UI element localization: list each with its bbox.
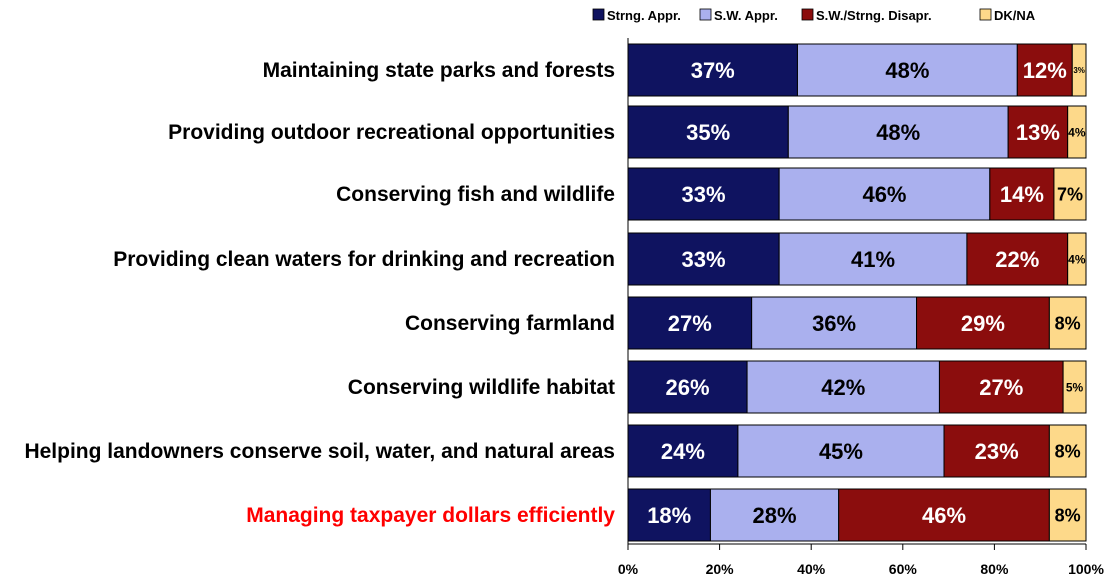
data-label-7-3: 8% (1055, 505, 1081, 525)
data-label-2-0: 33% (682, 182, 726, 207)
data-label-4-3: 8% (1055, 313, 1081, 333)
bar-1-1 (787, 105, 1009, 159)
data-label-5-3: 5% (1066, 380, 1084, 394)
bar-2-3 (1053, 167, 1087, 221)
data-label-1-0: 35% (686, 120, 730, 145)
category-label-0: Maintaining state parks and forests (263, 59, 615, 82)
category-label-1: Providing outdoor recreational opportuni… (168, 121, 615, 144)
bar-0-3 (1071, 43, 1087, 97)
data-label-4-1: 36% (812, 311, 856, 336)
data-label-7-2: 46% (922, 503, 966, 528)
bar-7-3 (1048, 488, 1087, 542)
category-label-2: Conserving fish and wildlife (336, 183, 615, 206)
x-tick-label-2: 40% (797, 561, 826, 577)
data-label-4-0: 27% (668, 311, 712, 336)
bar-0-2 (1016, 43, 1073, 97)
bar-5-0 (627, 360, 748, 414)
bar-0-1 (796, 43, 1018, 97)
data-label-1-1: 48% (876, 120, 920, 145)
bar-3-0 (627, 232, 780, 286)
data-label-5-1: 42% (821, 375, 865, 400)
bar-2-1 (778, 167, 991, 221)
data-label-2-2: 14% (1000, 182, 1044, 207)
x-tick-label-5: 100% (1068, 561, 1104, 577)
x-tick-label-4: 80% (980, 561, 1009, 577)
bar-4-1 (751, 296, 918, 350)
legend-swatch-0 (592, 8, 605, 21)
bar-3-2 (966, 232, 1069, 286)
data-label-3-2: 22% (995, 247, 1039, 272)
bar-4-3 (1048, 296, 1087, 350)
bar-5-1 (746, 360, 940, 414)
bar-1-0 (627, 105, 789, 159)
category-label-3: Providing clean waters for drinking and … (113, 248, 615, 271)
bar-4-0 (627, 296, 753, 350)
bar-0-0 (627, 43, 798, 97)
data-label-5-2: 27% (979, 375, 1023, 400)
category-label-4: Conserving farmland (405, 312, 615, 335)
data-label-0-1: 48% (885, 58, 929, 83)
data-label-3-3: 4% (1068, 252, 1086, 266)
bar-7-2 (838, 488, 1050, 542)
data-label-1-3: 4% (1068, 125, 1086, 139)
x-tick-label-0: 0% (618, 561, 639, 577)
data-label-7-0: 18% (647, 503, 691, 528)
bar-2-2 (989, 167, 1055, 221)
legend-label-3: DK/NA (994, 8, 1036, 23)
x-tick-label-1: 20% (706, 561, 735, 577)
data-label-0-3: 3% (1073, 66, 1085, 75)
bar-1-3 (1067, 105, 1087, 159)
data-label-4-2: 29% (961, 311, 1005, 336)
bar-6-0 (627, 424, 739, 478)
data-label-7-1: 28% (753, 503, 797, 528)
legend-swatch-3 (979, 8, 992, 21)
data-label-6-3: 8% (1055, 441, 1081, 461)
category-label-6: Helping landowners conserve soil, water,… (24, 440, 615, 463)
category-label-7: Managing taxpayer dollars efficiently (246, 504, 615, 527)
bar-5-3 (1062, 360, 1087, 414)
legend-swatch-1 (699, 8, 712, 21)
data-label-6-2: 23% (975, 439, 1019, 464)
bar-4-2 (916, 296, 1050, 350)
legend-label-1: S.W. Appr. (714, 8, 778, 23)
data-label-6-1: 45% (819, 439, 863, 464)
data-label-1-2: 13% (1016, 120, 1060, 145)
data-label-2-1: 46% (862, 182, 906, 207)
bar-1-2 (1007, 105, 1069, 159)
data-label-0-2: 12% (1023, 58, 1067, 83)
data-label-6-0: 24% (661, 439, 705, 464)
legend-swatch-2 (801, 8, 814, 21)
bar-3-1 (778, 232, 968, 286)
data-label-3-0: 33% (682, 247, 726, 272)
bar-3-3 (1067, 232, 1087, 286)
data-label-2-3: 7% (1057, 184, 1083, 204)
legend-label-2: S.W./Strng. Disapr. (816, 8, 932, 23)
data-label-0-0: 37% (691, 58, 735, 83)
bar-6-3 (1048, 424, 1087, 478)
bar-6-1 (737, 424, 945, 478)
bar-2-0 (627, 167, 780, 221)
legend-label-0: Strng. Appr. (607, 8, 681, 23)
category-label-5: Conserving wildlife habitat (348, 376, 615, 399)
data-label-3-1: 41% (851, 247, 895, 272)
x-tick-label-3: 60% (889, 561, 918, 577)
bar-7-1 (709, 488, 840, 542)
data-label-5-0: 26% (666, 375, 710, 400)
